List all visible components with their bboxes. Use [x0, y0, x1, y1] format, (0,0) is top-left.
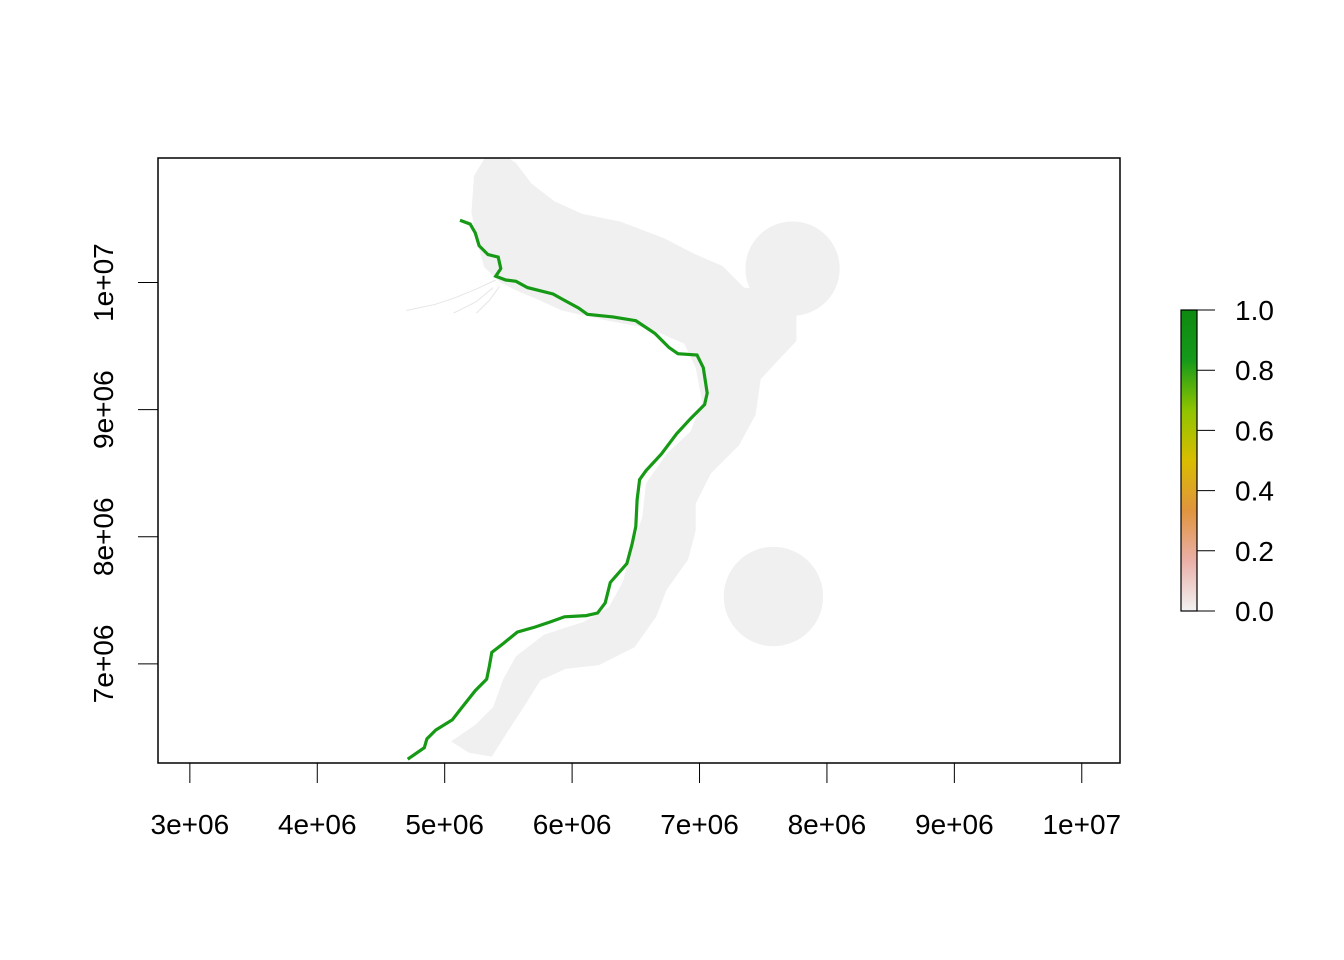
x-tick-label: 8e+06 [788, 809, 867, 840]
y-tick-label: 9e+06 [88, 370, 119, 449]
buffer-circle-1 [745, 221, 840, 316]
coastline-path [406, 218, 709, 761]
x-tick-label: 7e+06 [660, 809, 739, 840]
map-area [406, 158, 840, 761]
x-tick-label: 4e+06 [278, 809, 357, 840]
x-tick-label: 3e+06 [151, 809, 230, 840]
y-tick-label: 7e+06 [88, 625, 119, 704]
colorbar-tick-label: 0.4 [1235, 476, 1274, 507]
x-tick-label: 1e+07 [1042, 809, 1121, 840]
x-tick-label: 5e+06 [405, 809, 484, 840]
coastline-layer [406, 218, 709, 761]
faint-trace-2 [453, 287, 494, 314]
colorbar-tick-label: 0.6 [1235, 415, 1274, 446]
y-tick-label: 8e+06 [88, 497, 119, 576]
y-tick-label: 1e+07 [88, 243, 119, 322]
faint-trace-1 [406, 279, 496, 311]
x-axis: 3e+06 4e+06 5e+06 6e+06 7e+06 8e+06 9e+06 1e+07 [151, 762, 1121, 840]
faint-trace-3 [476, 286, 500, 314]
buffer-corridor [451, 158, 797, 757]
faint-tributary-layer [406, 279, 500, 314]
colorbar-tick-label: 0.8 [1235, 355, 1274, 386]
colorbar-tick-label: 0.2 [1235, 536, 1274, 567]
x-tick-label: 6e+06 [533, 809, 612, 840]
buffer-circle-2 [723, 546, 824, 647]
colorbar-tick-label: 0.0 [1235, 596, 1274, 627]
colorbar-legend: 0.0 0.2 0.4 0.6 0.8 1.0 [1180, 295, 1274, 627]
colorbar-gradient [1180, 309, 1198, 612]
x-tick-label: 9e+06 [915, 809, 994, 840]
buffer-zone-layer [451, 158, 840, 757]
y-axis: 7e+06 8e+06 9e+06 1e+07 [88, 243, 159, 704]
colorbar-tick-label: 1.0 [1235, 295, 1274, 326]
